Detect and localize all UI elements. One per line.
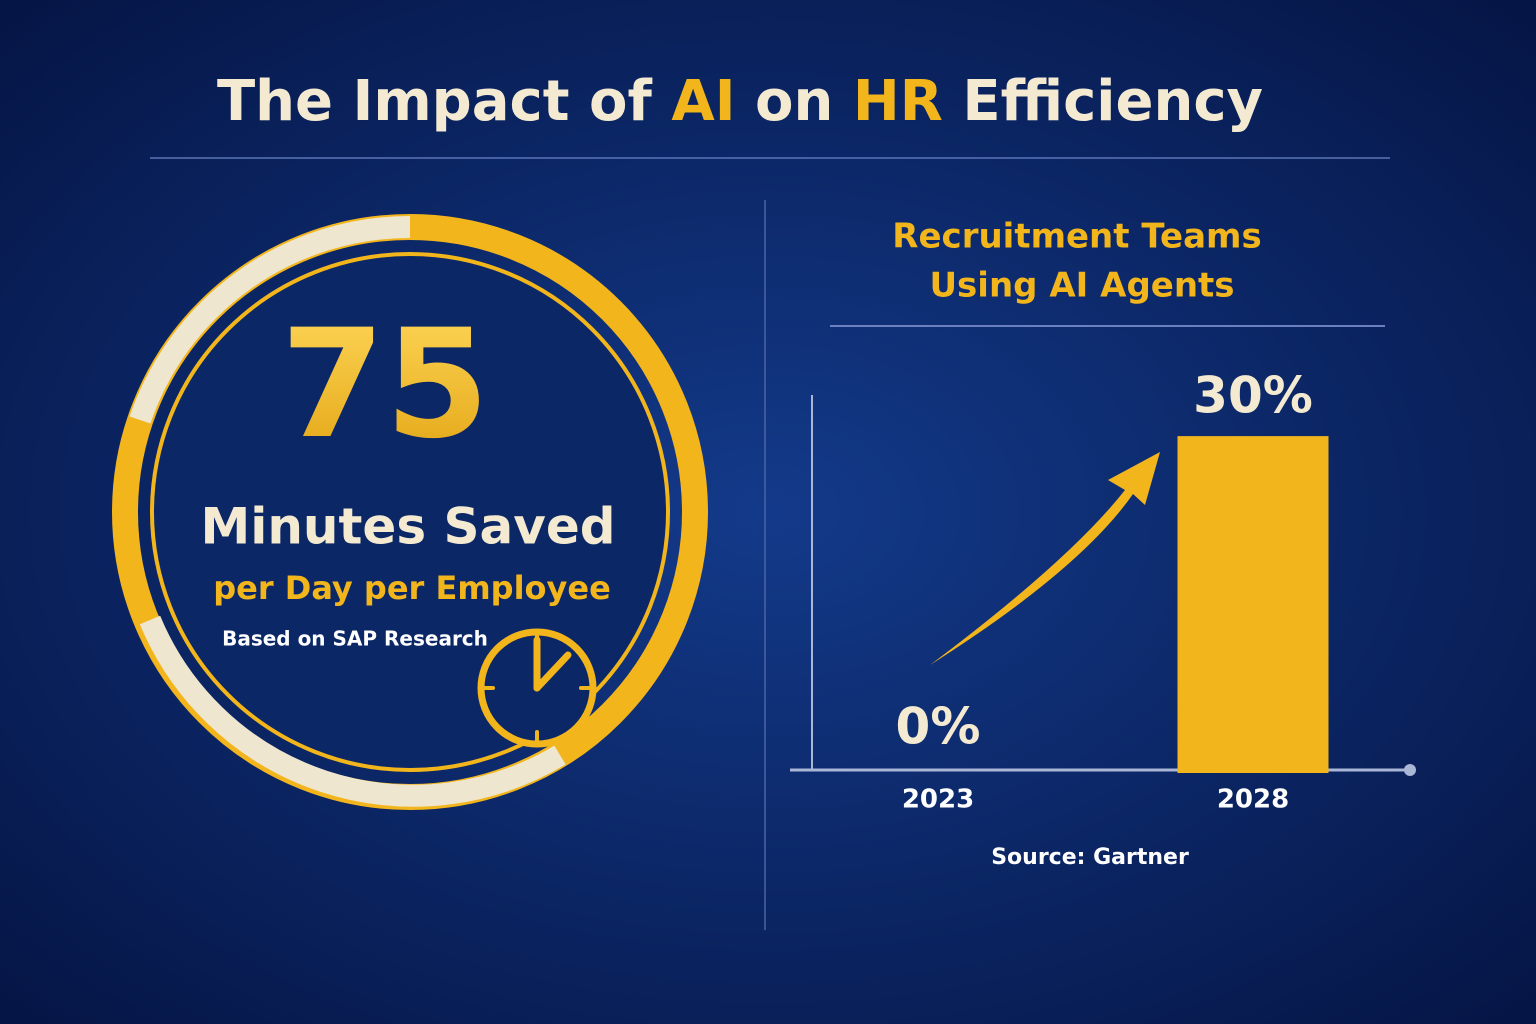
ring-highlight [129,215,411,424]
stat-value: 75 [281,298,490,472]
x-tick-label: 2023 [902,785,974,815]
trend-arrow [930,452,1160,665]
title-part: on [736,69,853,134]
clock-icon [477,628,597,748]
x-tick-label: 2028 [1217,785,1289,815]
value-label: 30% [1193,367,1313,425]
ring-highlight [139,615,566,807]
chart-title: Recruitment Teams [892,217,1261,257]
value-label: 0% [896,698,981,756]
title-part: Efficiency [943,69,1263,134]
axis-end [1404,764,1416,776]
chart-source: Source: Gartner [991,845,1189,870]
title-part: AI [671,69,735,134]
bar [1177,436,1329,773]
chart-title: Using AI Agents [929,266,1234,306]
stat-unit: Minutes Saved [200,498,615,556]
stat-source: Based on SAP Research [222,627,488,651]
title-part: HR [853,69,943,134]
title: The Impact of AI on HR Efficiency [217,69,1263,134]
stat-detail: per Day per Employee [213,569,611,607]
title-part: The Impact of [217,69,671,134]
